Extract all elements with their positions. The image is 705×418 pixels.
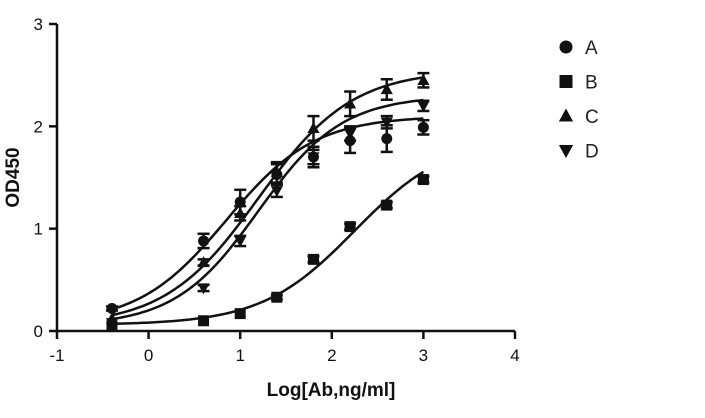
x-tick-label: 2: [327, 346, 336, 365]
legend-marker-a: [559, 40, 573, 54]
data-point-b: [381, 199, 393, 211]
y-tick-label: 2: [34, 117, 43, 136]
data-point-a: [106, 302, 118, 314]
fit-curve-a: [111, 117, 424, 311]
data-point-a: [234, 196, 246, 208]
data-point-c: [380, 83, 393, 95]
legend-label-d: D: [585, 142, 599, 163]
data-point-a: [417, 121, 429, 133]
legend-label-c: C: [585, 107, 599, 128]
legend-label-a: A: [585, 38, 598, 59]
axes: [55, 24, 515, 333]
data-point-d: [344, 128, 357, 140]
y-tick-label: 0: [34, 322, 43, 341]
data-point-c: [234, 206, 247, 218]
fit-curve-c: [111, 76, 424, 317]
legend-label-b: B: [585, 73, 598, 94]
data-point-d: [307, 152, 320, 164]
error-bars: [105, 71, 430, 312]
x-tick-label: 4: [510, 346, 519, 365]
x-tick-label: -1: [49, 346, 64, 365]
data-point-c: [197, 256, 210, 268]
data-point-d: [417, 101, 430, 113]
data-point-b: [198, 315, 210, 327]
legend-marker-b: [559, 75, 573, 88]
data-point-a: [344, 135, 356, 147]
data-point-b: [417, 174, 429, 186]
fit-curve-d: [111, 98, 424, 321]
ticks: -1 0 1 2 3 4 0 1 2 3: [34, 15, 520, 365]
data-point-d: [234, 236, 247, 248]
data-point-c: [270, 166, 283, 178]
data-point-d: [197, 283, 210, 295]
data-point-b: [234, 308, 246, 320]
data-point-c: [417, 73, 430, 85]
x-tick-label: 1: [235, 346, 244, 365]
data-point-b: [271, 291, 283, 303]
data-point-c: [344, 97, 357, 109]
data-point-b: [307, 253, 319, 265]
y-tick-label: 3: [34, 15, 43, 34]
data-point-d: [270, 186, 283, 198]
data-points: [105, 73, 430, 332]
data-point-d: [380, 117, 393, 129]
legend-marker-c: [558, 108, 574, 122]
y-axis-title: OD450: [3, 147, 24, 207]
data-point-a: [198, 235, 210, 247]
x-axis-title: Log[Ab,ng/ml]: [267, 380, 396, 401]
y-tick-label: 1: [34, 220, 43, 239]
data-point-a: [381, 133, 393, 145]
data-point-b: [344, 221, 356, 233]
fit-curve-b: [111, 170, 425, 326]
fit-curves: [111, 76, 425, 326]
x-tick-label: 3: [419, 346, 428, 365]
x-tick-label: 0: [144, 346, 153, 365]
data-point-d: [105, 318, 119, 330]
legend-marker-d: [558, 144, 574, 158]
data-point-c: [307, 122, 320, 134]
